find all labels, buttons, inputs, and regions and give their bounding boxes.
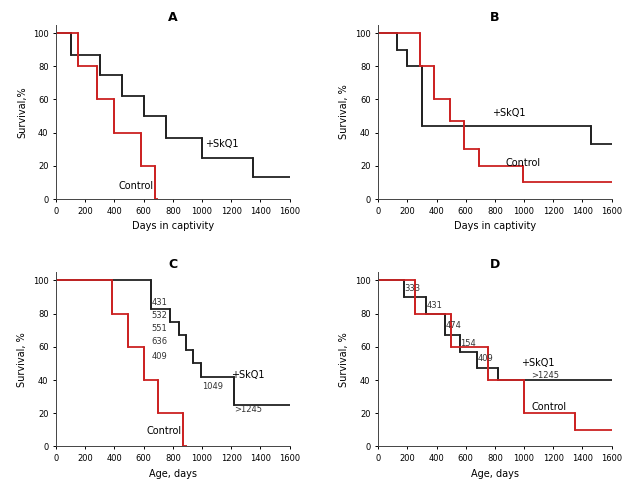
Text: +SkQ1: +SkQ1 — [492, 108, 525, 118]
Text: 532: 532 — [151, 311, 167, 320]
Y-axis label: Survival,%: Survival,% — [17, 86, 27, 138]
Text: +SkQ1: +SkQ1 — [231, 370, 265, 380]
Y-axis label: Survival, %: Survival, % — [339, 84, 349, 139]
Y-axis label: Survival, %: Survival, % — [339, 332, 349, 387]
Title: C: C — [168, 258, 177, 271]
Text: >1245: >1245 — [531, 371, 559, 379]
Text: 551: 551 — [151, 324, 167, 333]
Text: 154: 154 — [460, 339, 476, 348]
Text: 474: 474 — [446, 321, 461, 330]
X-axis label: Age, days: Age, days — [149, 469, 197, 479]
Text: Control: Control — [531, 402, 567, 412]
Text: 409: 409 — [151, 352, 167, 361]
Title: D: D — [490, 258, 500, 271]
X-axis label: Days in captivity: Days in captivity — [454, 221, 536, 231]
Text: +SkQ1: +SkQ1 — [205, 139, 238, 149]
Text: >1245: >1245 — [235, 405, 262, 414]
X-axis label: Age, days: Age, days — [471, 469, 519, 479]
Text: 431: 431 — [427, 301, 442, 310]
Y-axis label: Survival, %: Survival, % — [17, 332, 27, 387]
Text: 431: 431 — [151, 298, 167, 307]
Title: B: B — [490, 10, 500, 24]
Title: A: A — [168, 10, 178, 24]
Text: Control: Control — [119, 181, 154, 191]
X-axis label: Days in captivity: Days in captivity — [132, 221, 214, 231]
Text: +SkQ1: +SkQ1 — [521, 359, 555, 369]
Text: 409: 409 — [477, 354, 494, 363]
Text: 636: 636 — [151, 337, 167, 346]
Text: Control: Control — [147, 427, 182, 436]
Text: 333: 333 — [405, 284, 421, 293]
Text: 1049: 1049 — [202, 382, 223, 391]
Text: Control: Control — [505, 158, 540, 168]
